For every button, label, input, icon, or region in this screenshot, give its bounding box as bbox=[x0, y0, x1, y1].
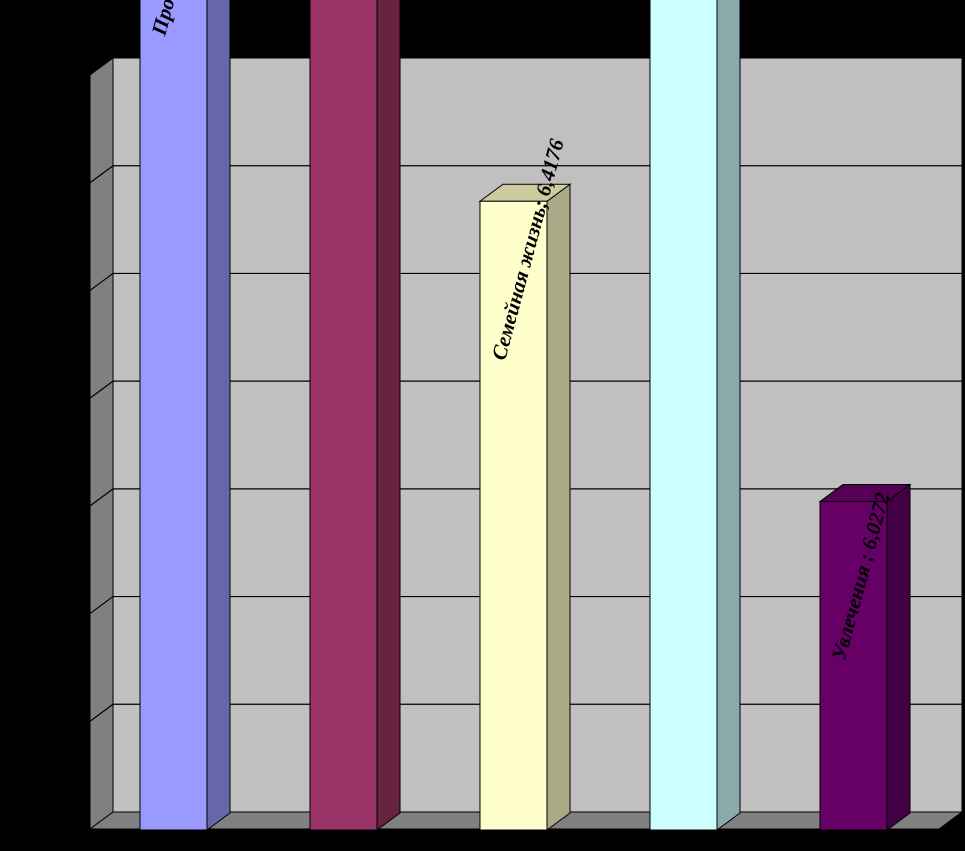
bar bbox=[818, 483, 912, 831]
bar-side bbox=[886, 483, 911, 831]
bar bbox=[309, 0, 401, 831]
gridline-side bbox=[89, 488, 114, 507]
bar-side bbox=[716, 0, 741, 831]
gridline-side bbox=[89, 596, 114, 615]
bar-front bbox=[309, 0, 378, 831]
bar bbox=[649, 0, 741, 831]
gridline-side bbox=[89, 272, 114, 291]
bar-front bbox=[139, 0, 208, 831]
gridline-side bbox=[89, 165, 114, 184]
bar-front bbox=[479, 200, 548, 831]
gridline-side bbox=[89, 703, 114, 722]
bar-side bbox=[546, 183, 571, 831]
gridline-side bbox=[89, 380, 114, 399]
bar-front bbox=[649, 0, 718, 831]
bar bbox=[478, 183, 572, 831]
bar-side bbox=[206, 0, 231, 831]
bar-front bbox=[819, 500, 888, 831]
bar-side bbox=[376, 0, 401, 831]
bar bbox=[139, 0, 231, 831]
bars bbox=[139, 0, 912, 831]
